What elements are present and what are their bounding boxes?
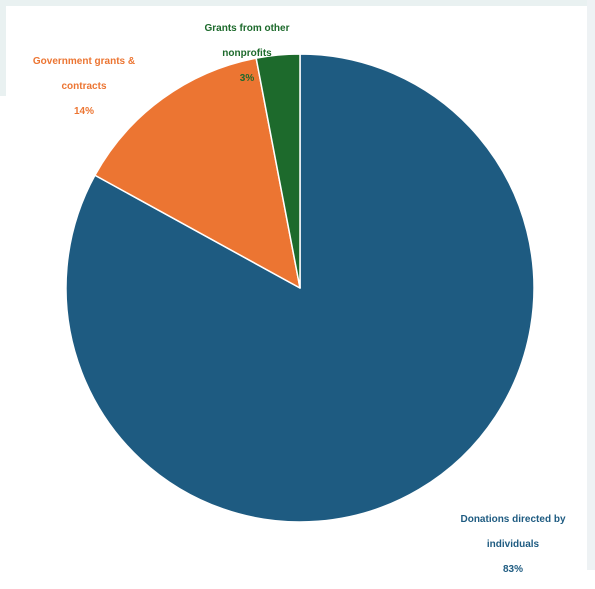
slice-label-gov-line2: contracts: [61, 80, 107, 92]
slice-label-donations-line1: Donations directed by: [460, 513, 566, 525]
slice-label-gov-line1: Government grants &: [32, 55, 136, 67]
slice-label-grants-nonprofits: Grants from other nonprofits 3%: [192, 10, 302, 98]
slice-label-donations-line2: individuals: [486, 538, 540, 550]
slice-label-government: Government grants & contracts 14%: [14, 43, 154, 131]
frame-left-border: [0, 0, 6, 96]
slice-value-donations: 83%: [502, 563, 523, 575]
frame-top-border: [0, 0, 595, 6]
slice-label-grants-line1: Grants from other: [204, 22, 290, 34]
slice-label-donations: Donations directed by individuals 83%: [438, 501, 588, 589]
slice-value-grants: 3%: [239, 72, 255, 84]
frame-right-border: [587, 0, 595, 570]
pie-chart: [65, 53, 535, 523]
pie-slice-grants-nonprofits: [255, 53, 301, 289]
slice-value-government: 14%: [73, 105, 94, 117]
pie-slice-government: [94, 57, 301, 289]
slice-label-grants-line2: nonprofits: [222, 47, 272, 59]
